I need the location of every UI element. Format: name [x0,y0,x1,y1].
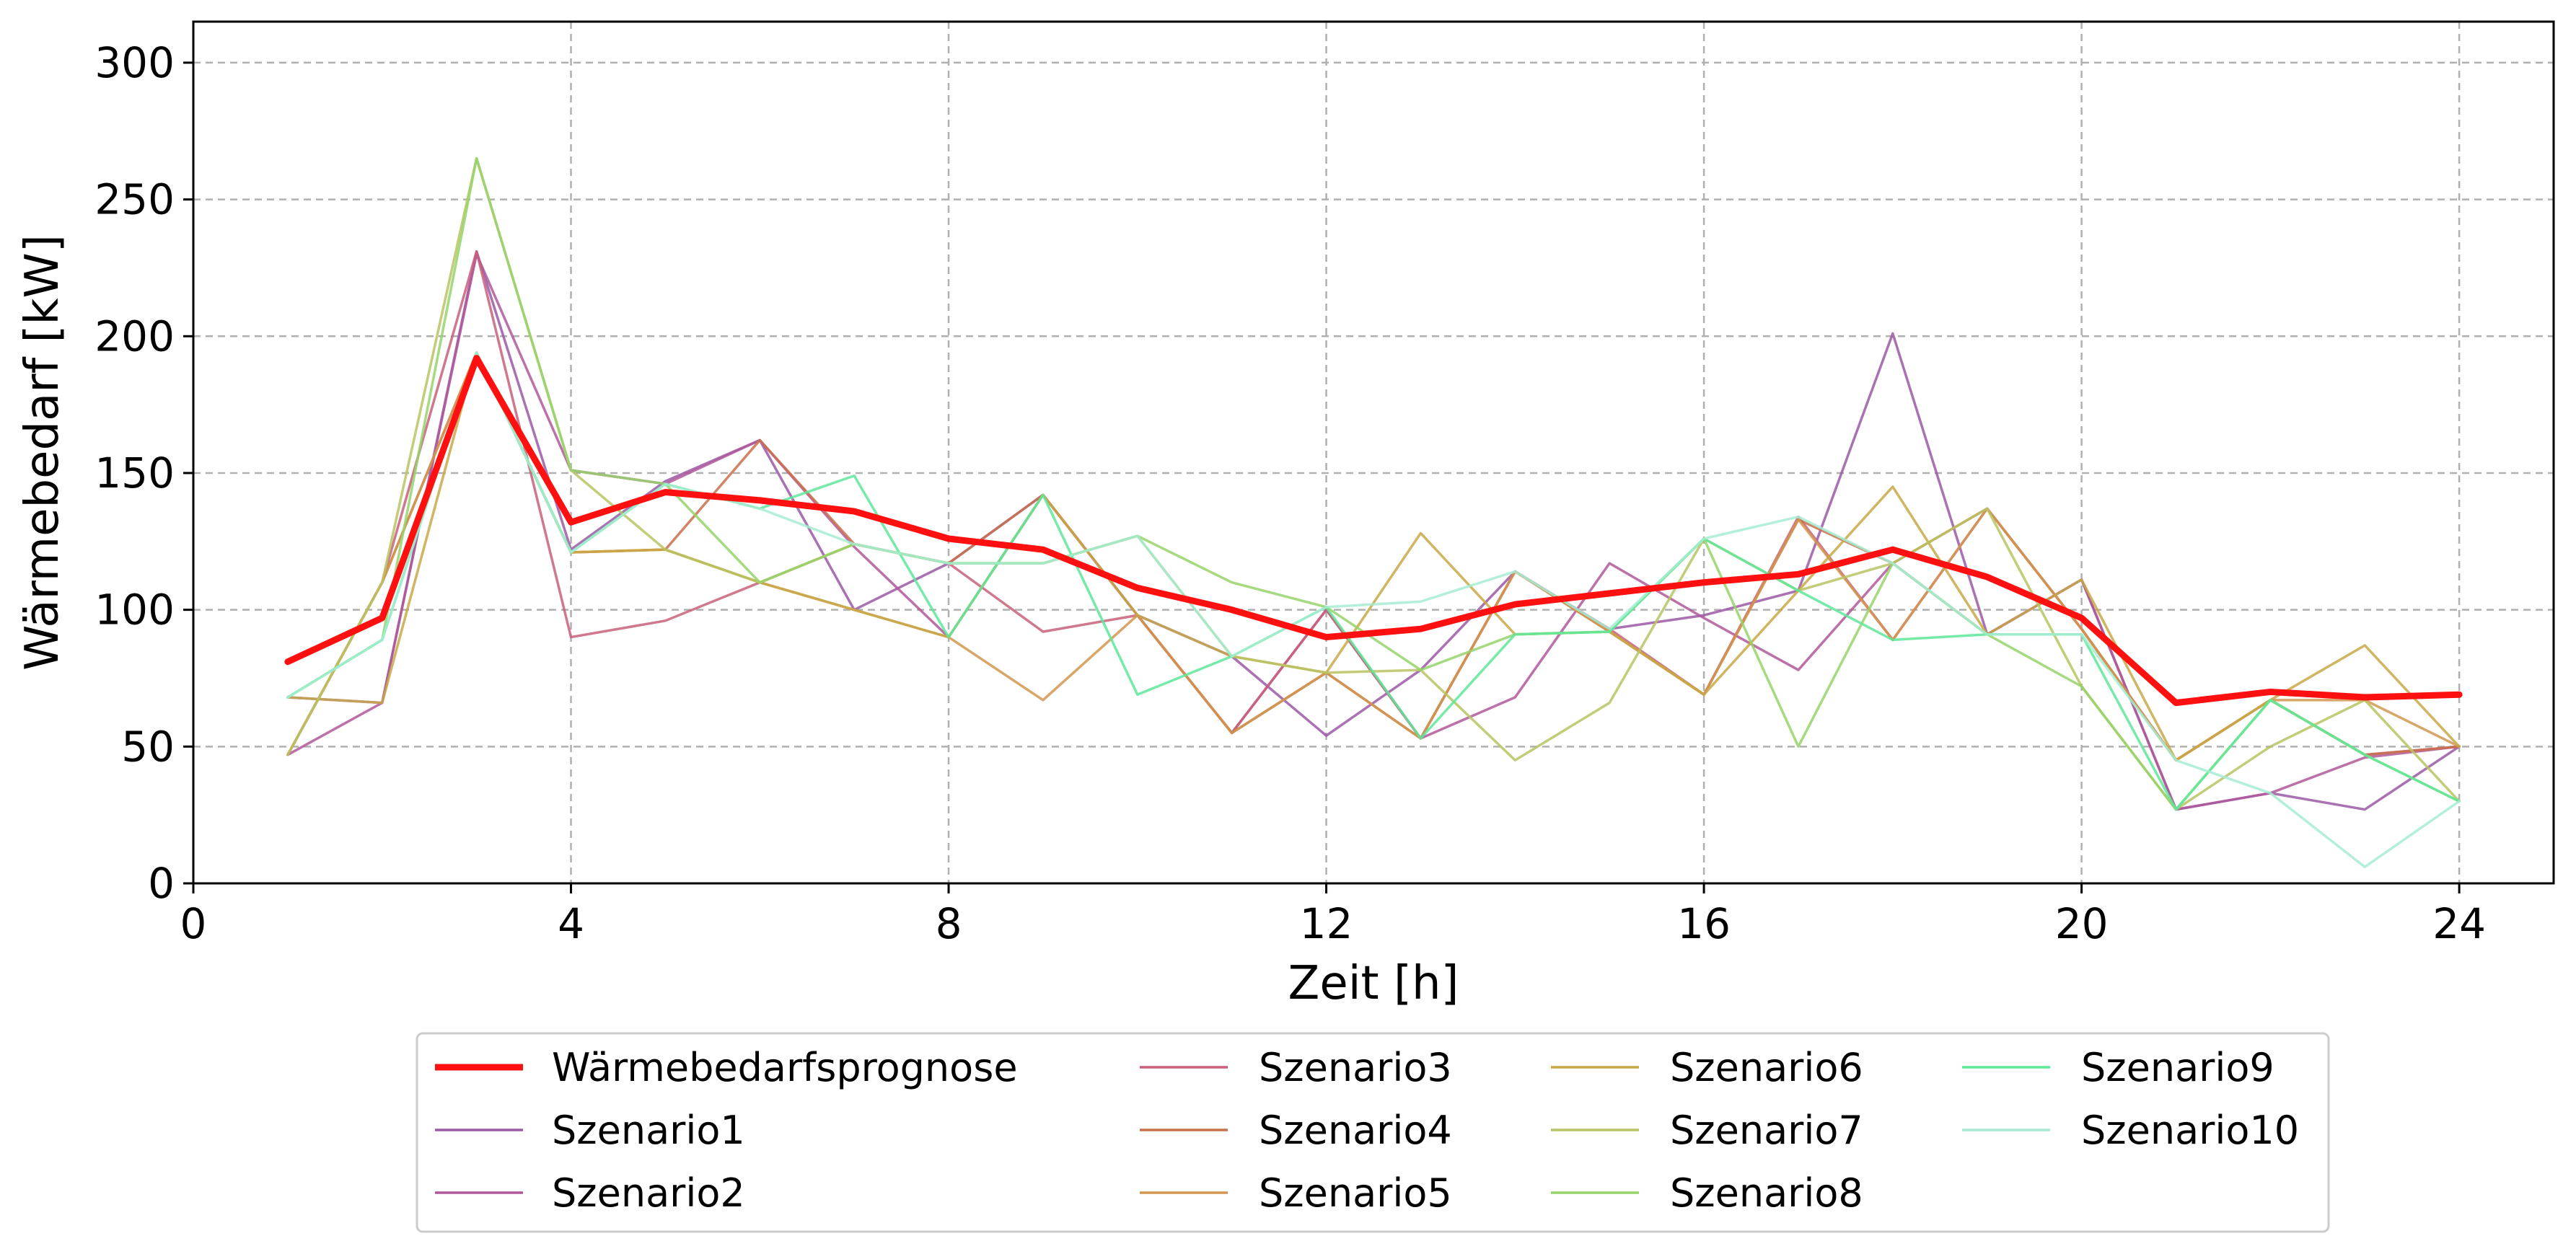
x-tick-label: 16 [1677,899,1731,948]
y-tick-label: 250 [94,175,175,224]
series-line-szenario1 [286,250,2461,811]
y-tick-label: 150 [94,449,175,498]
legend-label: Szenario2 [552,1170,745,1216]
legend-label: Szenario3 [1259,1045,1452,1090]
legend-label: Szenario8 [1670,1170,1863,1216]
y-tick-label: 0 [148,859,175,908]
legend-label: Szenario9 [2081,1045,2274,1090]
legend-label: Szenario4 [1259,1108,1452,1153]
tick-layer: 0 4 8 12 16 20 24 0 50 100 150 200 250 300 [94,38,2486,948]
legend-items: Wärmebedarfsprognose Szenario1 Szenario2 Sz… [435,1045,2299,1216]
grid-layer [193,22,2554,883]
legend-label: Wärmebedarfsprognose [552,1045,1018,1090]
series-line-szenario2 [286,252,2461,811]
series-layer [284,156,2463,868]
legend-label: Szenario7 [1670,1108,1863,1153]
x-tick-label: 4 [558,899,584,948]
y-tick-label: 100 [94,586,175,635]
series-line-szenario7 [286,156,2461,811]
series-line-szenario8 [286,156,2461,811]
x-axis-title: Zeit [h] [1288,957,1459,1010]
legend: Wärmebedarfsprognose Szenario1 Szenario2 Sz… [416,1032,2330,1233]
y-tick-label: 300 [94,38,175,87]
x-tick-label: 20 [2055,899,2109,948]
legend-box [416,1032,2330,1233]
series-line-szenario6 [286,351,2461,762]
legend-label: Szenario5 [1259,1170,1452,1216]
plot-frame [192,20,2555,885]
series-line-szenario9 [286,351,2461,811]
y-axis-title: Wärmebedarf [kW] [16,234,69,671]
legend-label: Szenario10 [2081,1108,2299,1153]
x-tick-label: 0 [180,899,207,948]
series-line-szenario5 [286,351,2461,762]
x-tick-label: 24 [2432,899,2486,948]
y-tick-label: 50 [121,722,175,771]
y-tick-label: 200 [94,312,175,361]
legend-label: Szenario6 [1670,1045,1863,1090]
x-tick-label: 12 [1300,899,1353,948]
series-line-wärmebedarfsprognose [284,355,2463,707]
x-tick-label: 8 [936,899,962,948]
legend-label: Szenario1 [552,1108,745,1153]
